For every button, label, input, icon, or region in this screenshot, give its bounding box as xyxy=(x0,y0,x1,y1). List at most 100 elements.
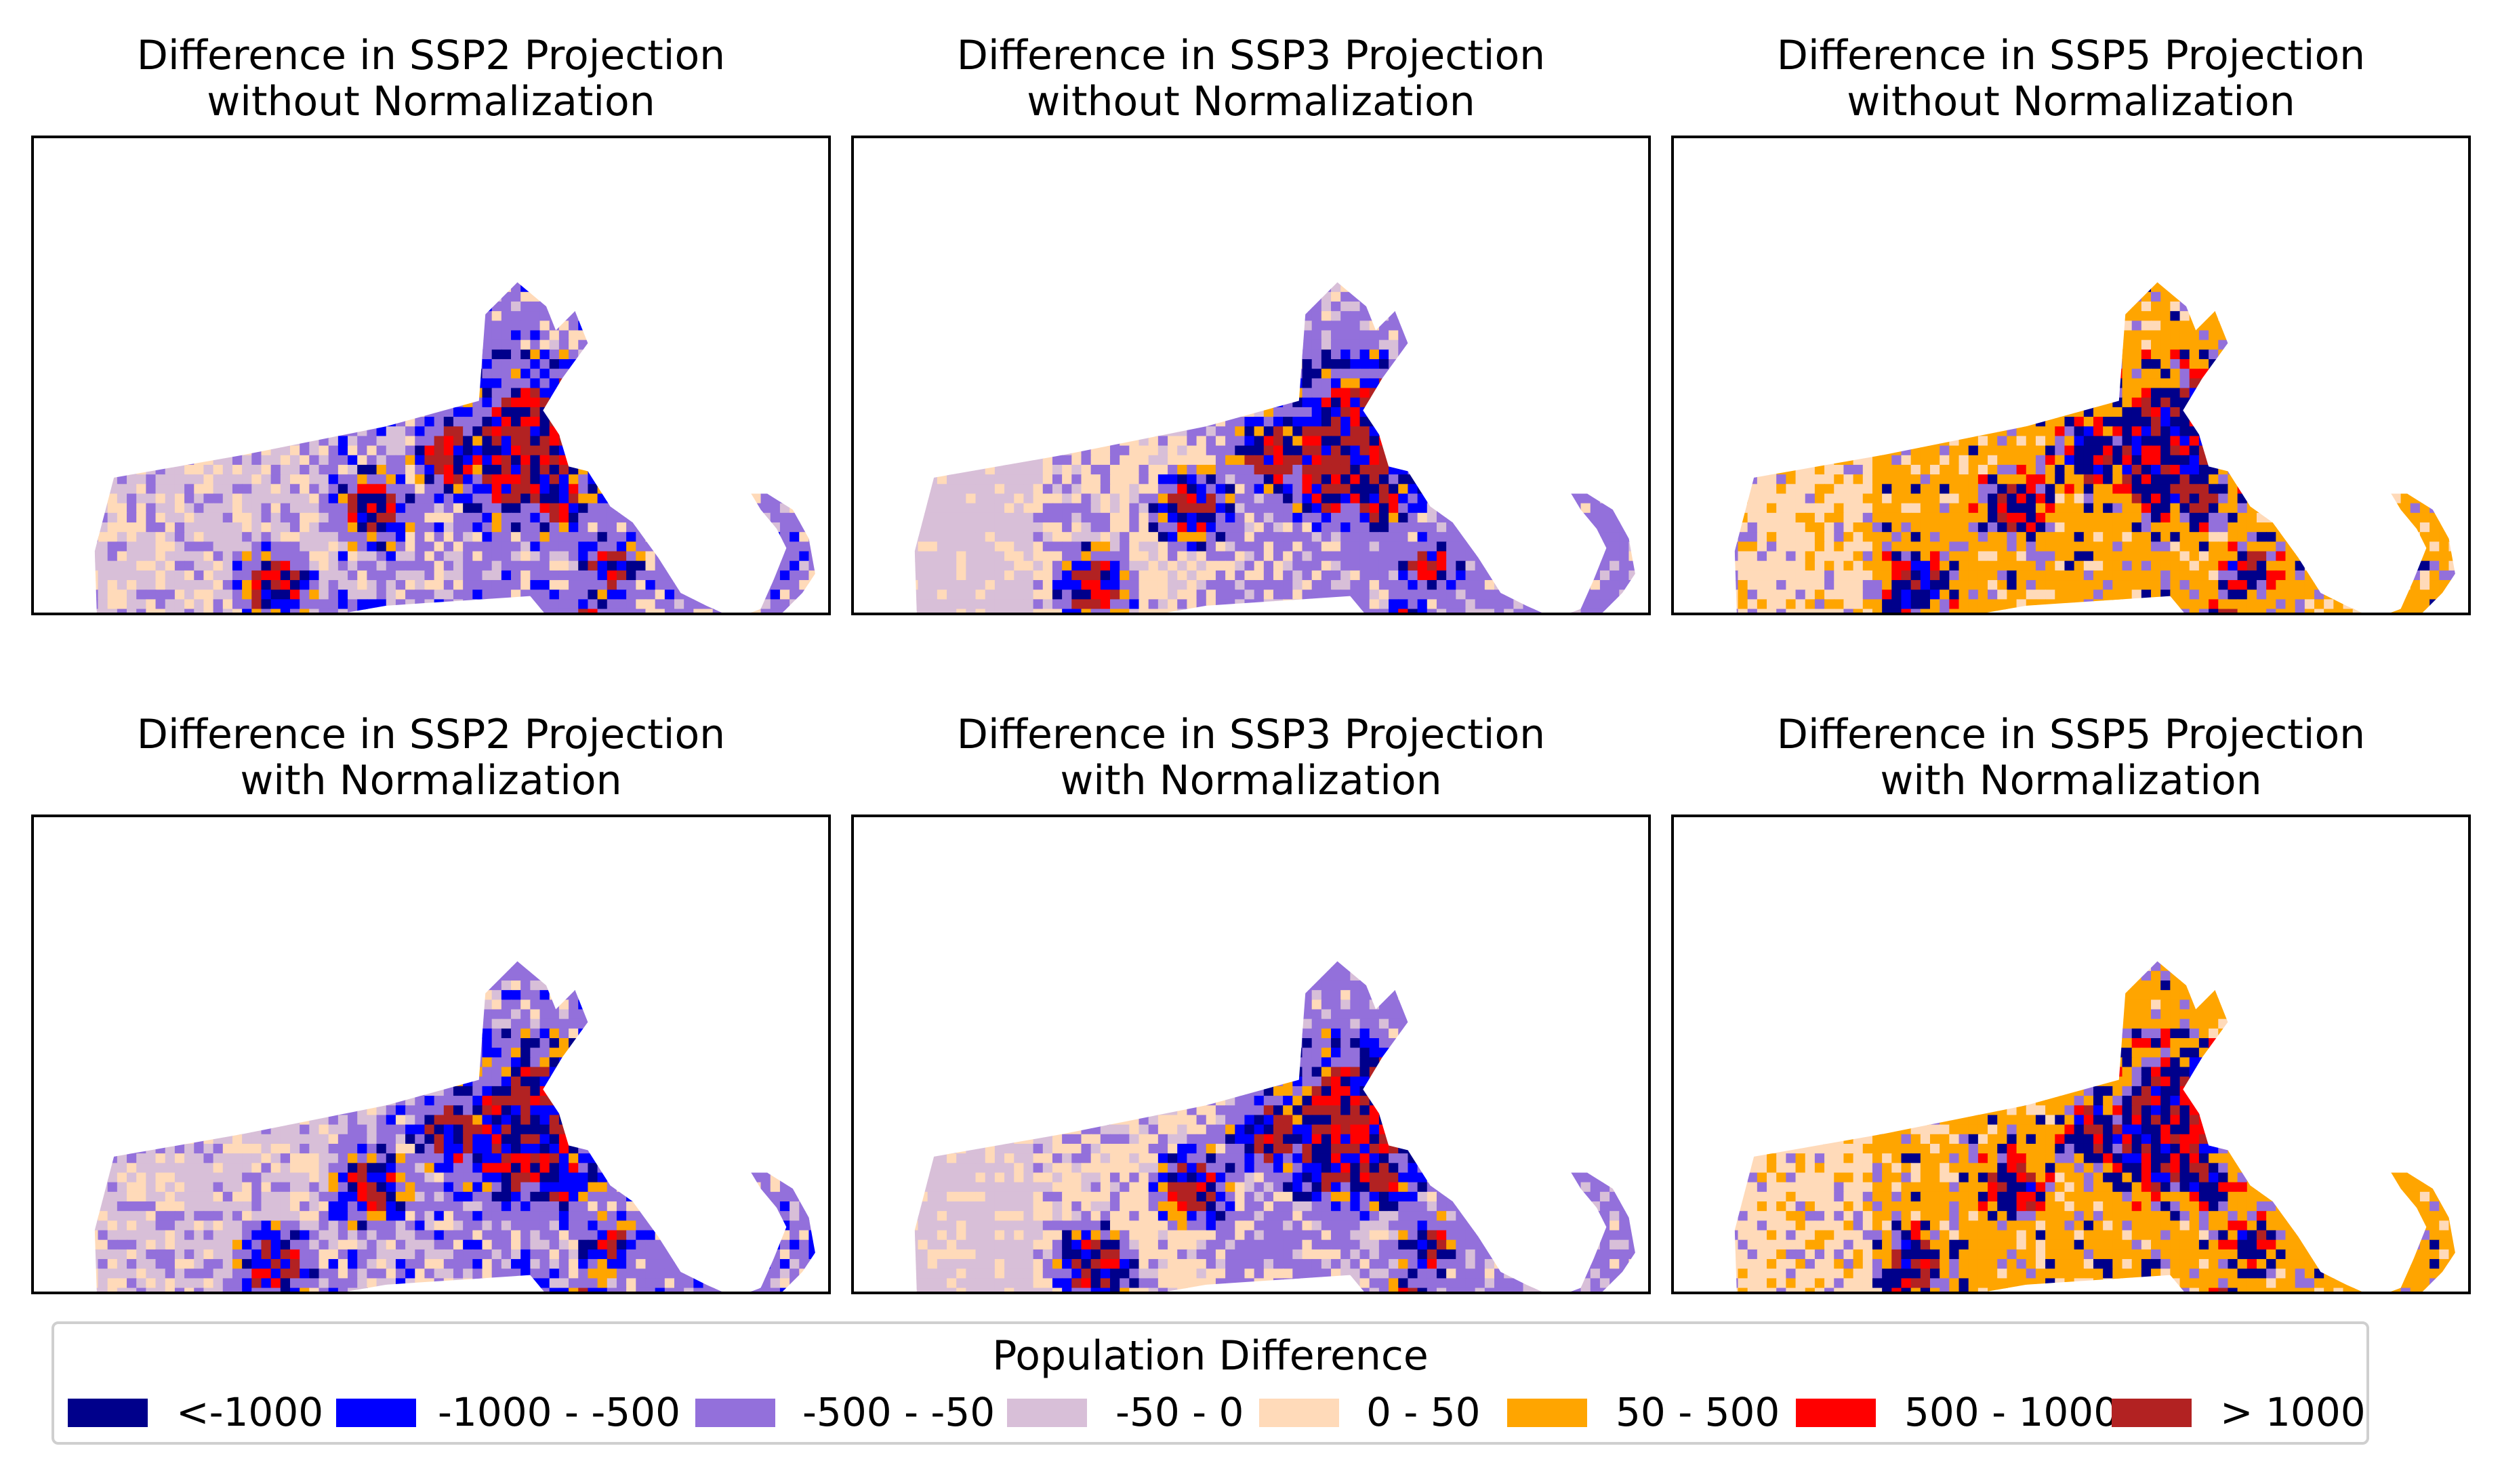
map-cell xyxy=(434,321,445,331)
map-cell xyxy=(1599,282,1611,293)
map-cell xyxy=(501,522,512,533)
map-cell xyxy=(655,522,665,533)
map-cell xyxy=(386,522,396,533)
map-cell xyxy=(539,359,550,370)
map-cell xyxy=(1436,301,1448,312)
map-cell xyxy=(357,436,368,447)
map-cell xyxy=(578,560,589,571)
map-cell xyxy=(174,503,186,514)
map-cell xyxy=(94,455,99,466)
map-cell xyxy=(616,282,628,283)
map-cell xyxy=(98,321,108,331)
map-cell xyxy=(1263,321,1274,331)
map-cell xyxy=(1196,282,1207,293)
map-cell xyxy=(94,541,99,552)
map-cell xyxy=(1071,388,1082,398)
map-cell xyxy=(693,321,704,331)
map-cell xyxy=(1042,407,1053,418)
map-cell xyxy=(1484,369,1495,379)
map-cell xyxy=(914,407,919,418)
map-cell xyxy=(799,282,810,283)
map-cell xyxy=(501,503,512,514)
map-cell xyxy=(501,570,512,581)
map-cell xyxy=(1235,388,1246,398)
map-cell xyxy=(309,330,320,341)
map-cell xyxy=(300,570,310,581)
map-cell xyxy=(194,388,205,398)
map-cell xyxy=(760,512,771,523)
map-cell xyxy=(655,282,665,293)
map-cell xyxy=(947,282,958,293)
map-cell xyxy=(376,503,387,514)
map-cell xyxy=(636,484,647,495)
map-cell xyxy=(808,339,819,350)
map-cell xyxy=(1321,369,1332,379)
map-cell xyxy=(712,311,723,322)
map-cell xyxy=(732,359,743,370)
map-cell xyxy=(1475,369,1485,379)
map-cell xyxy=(1302,330,1313,341)
map-cell xyxy=(914,321,919,331)
map-cell xyxy=(808,282,819,293)
map-cell xyxy=(386,599,396,610)
map-cell xyxy=(947,359,958,370)
map-cell xyxy=(1446,321,1457,331)
map-cell xyxy=(751,426,762,437)
map-cell xyxy=(645,282,656,283)
map-cell xyxy=(655,359,665,370)
map-cell xyxy=(367,455,377,466)
map-cell xyxy=(434,359,445,370)
map-cell xyxy=(636,311,647,322)
map-cell xyxy=(453,464,464,476)
map-cell xyxy=(1359,291,1370,302)
map-cell xyxy=(722,474,733,485)
map-cell xyxy=(684,590,695,600)
map-cell xyxy=(290,369,301,379)
map-cell xyxy=(799,609,810,613)
map-cell xyxy=(290,590,301,600)
map-cell xyxy=(319,397,329,408)
map-cell xyxy=(818,436,828,447)
map-cell xyxy=(1225,359,1236,370)
map-cell xyxy=(1311,359,1322,370)
map-cell xyxy=(395,388,407,398)
map-cell xyxy=(174,339,186,350)
map-cell xyxy=(655,580,665,591)
map-cell xyxy=(463,590,474,600)
map-cell xyxy=(674,474,685,485)
map-cell xyxy=(511,484,522,495)
map-cell xyxy=(789,282,800,283)
map-cell xyxy=(146,609,157,613)
map-cell xyxy=(203,512,214,523)
map-cell xyxy=(98,599,108,610)
map-cell xyxy=(1494,339,1505,350)
map-cell xyxy=(165,570,176,581)
map-cell xyxy=(415,551,426,562)
map-cell xyxy=(213,397,224,408)
map-cell xyxy=(482,436,493,447)
map-cell xyxy=(348,436,358,447)
map-cell xyxy=(799,436,810,447)
map-cell xyxy=(348,599,358,610)
map-cell xyxy=(107,493,118,504)
map-cell xyxy=(918,339,928,350)
map-cell xyxy=(1090,349,1101,360)
map-cell xyxy=(376,522,387,533)
map-cell xyxy=(1475,330,1485,341)
map-cell xyxy=(261,455,272,466)
map-cell xyxy=(1417,291,1428,302)
map-cell xyxy=(328,532,339,543)
map-cell xyxy=(539,291,550,302)
map-cell xyxy=(808,330,819,341)
map-cell xyxy=(664,560,675,571)
map-cell xyxy=(760,445,771,456)
map-cell xyxy=(482,599,493,610)
map-cell xyxy=(722,570,733,581)
map-cell xyxy=(1120,321,1130,331)
map-cell xyxy=(684,407,695,418)
map-cell xyxy=(1417,349,1428,360)
map-cell xyxy=(174,397,186,408)
map-cell xyxy=(1110,388,1121,398)
map-cell xyxy=(741,464,752,476)
map-cell xyxy=(482,417,493,428)
